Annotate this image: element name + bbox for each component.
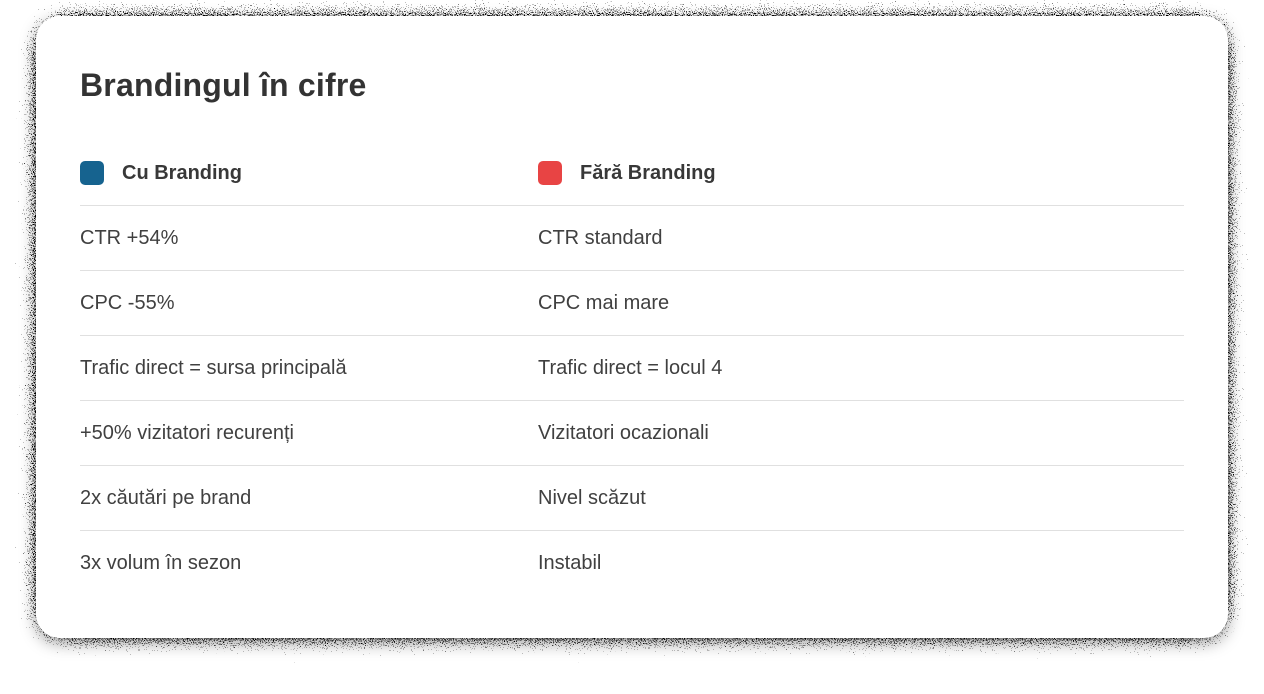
legend-label: Fără Branding	[580, 162, 716, 184]
table-row: +50% vizitatori recurenți Vizitatori oca…	[80, 401, 1184, 466]
cell-with-branding: Trafic direct = sursa principală	[80, 356, 347, 379]
cell-without-branding: CTR standard	[538, 226, 663, 249]
table-row: 3x volum în sezon Instabil	[80, 531, 1184, 595]
cell-with-branding: CTR +54%	[80, 226, 179, 249]
table-row: CTR +54% CTR standard	[80, 206, 1184, 271]
cell-without-branding: Trafic direct = locul 4	[538, 356, 723, 379]
legend-label: Cu Branding	[122, 162, 242, 184]
table-row: 2x căutări pe brand Nivel scăzut	[80, 466, 1184, 531]
cell-without-branding: CPC mai mare	[538, 291, 670, 314]
legend-item: Cu Branding	[80, 160, 538, 186]
cell-without-branding: Nivel scăzut	[538, 486, 646, 509]
table-row: Trafic direct = sursa principală Trafic …	[80, 336, 1184, 401]
cell-without-branding: Instabil	[538, 551, 602, 574]
legend-color-swatch-icon	[80, 161, 104, 185]
comparison-table: CTR +54% CTR standard CPC -55% CPC mai m…	[80, 205, 1184, 595]
cell-with-branding: CPC -55%	[80, 291, 175, 314]
legend: Cu Branding Fără Branding	[80, 160, 1184, 186]
table-row: CPC -55% CPC mai mare	[80, 271, 1184, 336]
cell-with-branding: +50% vizitatori recurenți	[80, 421, 294, 444]
cell-without-branding: Vizitatori ocazionali	[538, 421, 709, 444]
legend-color-swatch-icon	[538, 161, 562, 185]
cell-with-branding: 3x volum în sezon	[80, 551, 242, 574]
legend-item: Fără Branding	[538, 160, 1184, 186]
page-title: Brandingul în cifre	[80, 67, 367, 103]
branding-card: Brandingul în cifre Cu Branding Fără Bra…	[36, 16, 1228, 638]
cell-with-branding: 2x căutări pe brand	[80, 486, 252, 509]
